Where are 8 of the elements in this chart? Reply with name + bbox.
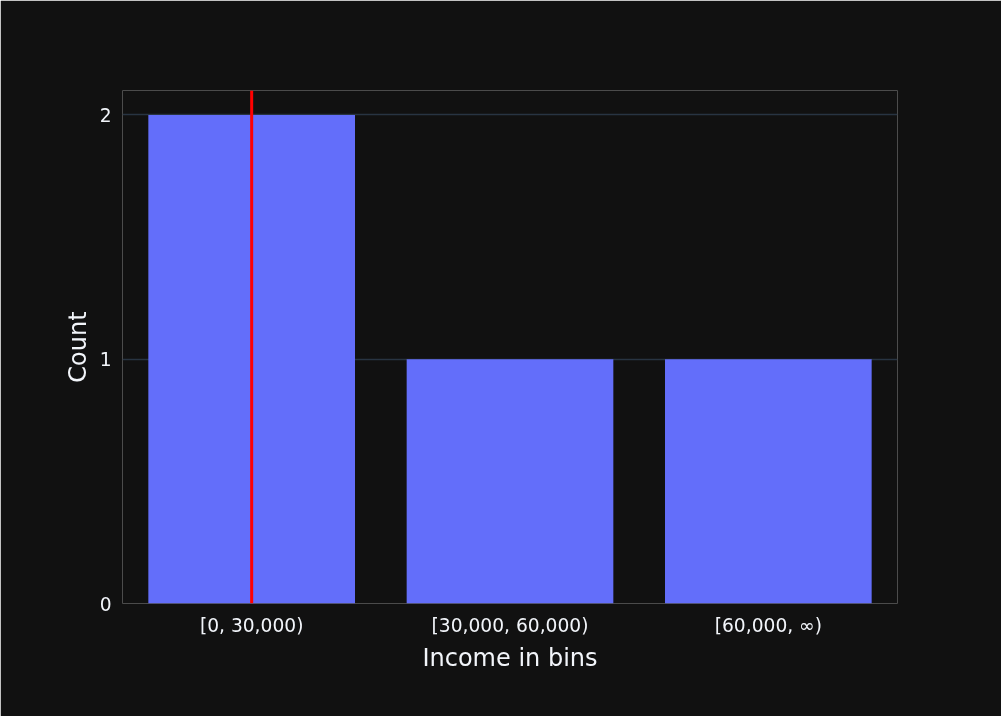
x-tick-label: [60,000, ∞) xyxy=(714,614,822,636)
y-tick-label: 0 xyxy=(99,593,112,615)
x-tick-label: [30,000, 60,000) xyxy=(431,614,589,636)
x-tick-label: [0, 30,000) xyxy=(199,614,304,636)
y-tick-label: 2 xyxy=(99,104,112,126)
x-axis-title: Income in bins xyxy=(422,643,598,672)
y-tick-label: 1 xyxy=(99,349,112,371)
y-axis-title: Count xyxy=(63,311,92,383)
